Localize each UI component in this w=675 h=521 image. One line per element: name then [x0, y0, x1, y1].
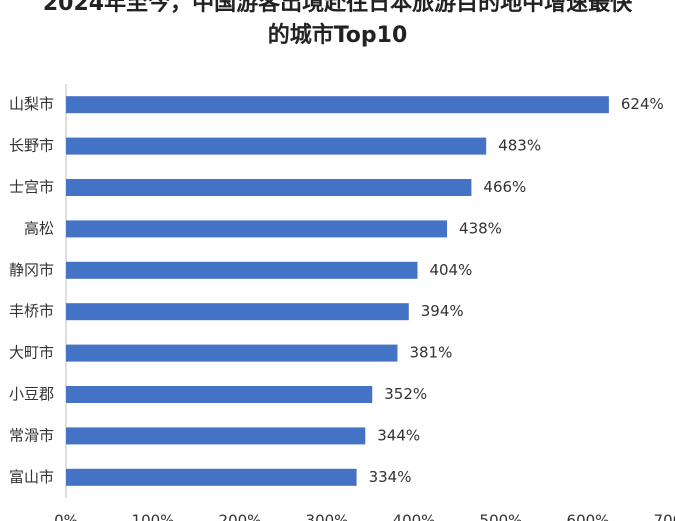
y-tick-label: 大町市 [9, 344, 54, 362]
bar [66, 303, 409, 321]
data-label: 381% [409, 344, 452, 362]
x-tick-label: 100% [132, 512, 175, 521]
y-tick-label: 小豆郡 [9, 385, 54, 403]
data-label: 394% [421, 302, 464, 320]
data-label: 334% [369, 468, 412, 486]
x-tick-label: 600% [567, 512, 610, 521]
chart-title-text: 2024年至今，中国游客出境赴往日本旅游目的地中增速最快的城市Top10 [42, 0, 633, 48]
x-tick-label: 300% [306, 512, 349, 521]
bar [66, 427, 366, 445]
x-tick-label: 0% [54, 512, 78, 521]
y-tick-label: 士宫市 [9, 178, 54, 196]
chart-title: 2024年至今，中国游客出境赴往日本旅游目的地中增速最快的城市Top10 [0, 0, 675, 52]
y-tick-label: 静冈市 [9, 261, 54, 279]
bar [66, 96, 609, 114]
bar [66, 344, 398, 362]
bar [66, 220, 448, 238]
data-label: 624% [621, 95, 664, 113]
bar [66, 179, 472, 196]
data-label: 344% [377, 426, 420, 444]
y-tick-label: 高松 [24, 219, 54, 237]
data-label: 438% [459, 219, 502, 237]
x-tick-label: 500% [480, 512, 523, 521]
y-tick-label: 山梨市 [9, 95, 54, 113]
bar [66, 137, 487, 155]
bar [66, 386, 373, 403]
y-tick-label: 常滑市 [9, 426, 54, 444]
x-tick-label: 700% [654, 512, 675, 521]
bar [66, 468, 357, 486]
x-tick-label: 200% [219, 512, 262, 521]
data-label: 404% [429, 261, 472, 279]
data-label: 352% [384, 385, 427, 403]
x-tick-label: 400% [393, 512, 436, 521]
y-tick-label: 长野市 [9, 137, 54, 155]
bar [66, 261, 418, 279]
y-tick-label: 富山市 [9, 468, 54, 486]
data-label: 466% [483, 178, 526, 196]
y-tick-label: 丰桥市 [9, 302, 54, 320]
data-label: 483% [498, 137, 541, 155]
